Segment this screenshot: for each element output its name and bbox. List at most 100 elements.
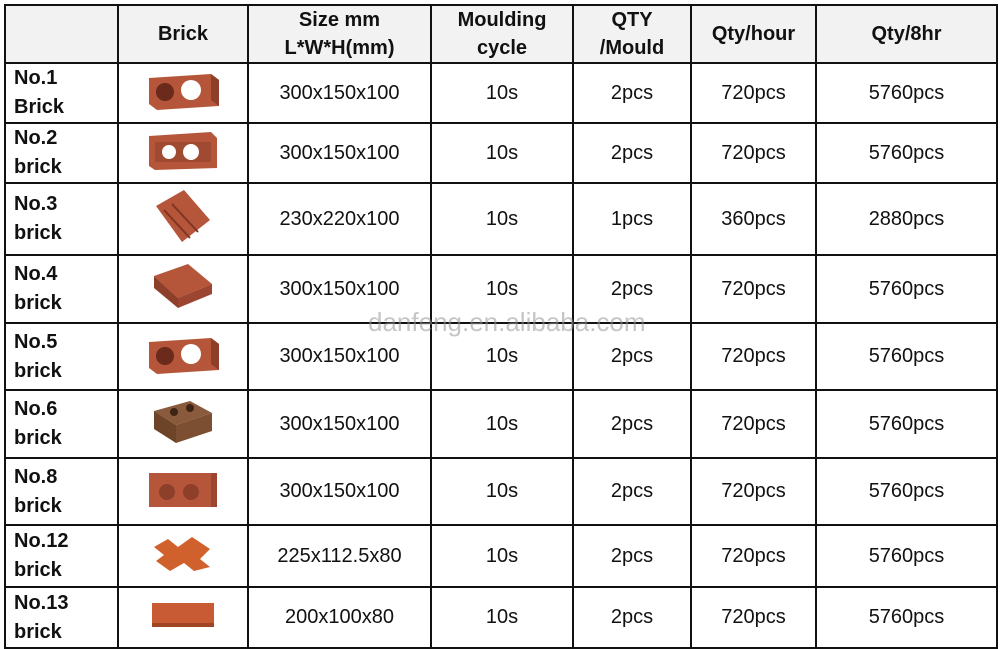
brick-name: No.6 brick	[4, 389, 119, 459]
qty-mould-cell: 2pcs	[572, 322, 692, 391]
cycle-cell: 10s	[430, 254, 574, 324]
qty-8hr-cell: 5760pcs	[815, 322, 998, 391]
header-brick: Brick	[117, 4, 249, 64]
qty-mould-cell: 2pcs	[572, 62, 692, 124]
size-cell: 300x150x100	[247, 322, 432, 391]
brick-name: No.2 brick	[4, 122, 119, 184]
qty-hour-cell: 720pcs	[690, 122, 817, 184]
table-row: No.3 brick 230x220x100 10s 1pcs 360pcs 2880pcs	[4, 182, 998, 256]
header-blank	[4, 4, 119, 64]
brick-word: brick	[14, 427, 62, 449]
size-cell: 300x150x100	[247, 389, 432, 459]
qty-8hr-cell: 5760pcs	[815, 62, 998, 124]
brick-name: No.3 brick	[4, 182, 119, 256]
brick-image-cell	[117, 524, 249, 588]
solid-paver-icon	[148, 597, 218, 639]
cycle-cell: 10s	[430, 457, 574, 526]
table-row: No.8 brick 300x150x100 10s 2pcs 720pcs 5760pcs	[4, 457, 998, 526]
interlocking-block-icon	[148, 393, 218, 455]
header-qty-line2: /Mould	[599, 37, 665, 59]
brick-number: No.5	[14, 330, 58, 353]
qty-hour-cell: 720pcs	[690, 62, 817, 124]
qty-8hr-cell: 5760pcs	[815, 389, 998, 459]
qty-8hr-cell: 5760pcs	[815, 254, 998, 324]
qty-hour-cell: 720pcs	[690, 586, 817, 649]
brick-number: No.6	[14, 398, 58, 420]
brick-image-cell	[117, 122, 249, 184]
brick-number: No.3	[14, 193, 58, 215]
qty-hour-cell: 720pcs	[690, 254, 817, 324]
size-cell: 300x150x100	[247, 457, 432, 526]
qty-hour-cell: 720pcs	[690, 524, 817, 588]
brick-image-cell	[117, 182, 249, 256]
brick-name: No.5 brick	[4, 322, 119, 391]
header-size-line1: Size mm	[298, 9, 381, 31]
brick-image-cell	[117, 457, 249, 526]
table-row: No.6 brick 300x150x100 10s 2pcs 720pcs 5760pcs	[4, 389, 998, 459]
qty-mould-cell: 2pcs	[572, 254, 692, 324]
brick-name: No.8 brick	[4, 457, 119, 526]
qty-mould-cell: 2pcs	[572, 524, 692, 588]
header-qty-mould: QTY/Mould	[572, 4, 692, 64]
table-row: No.12 brick 225x112.5x80 10s 2pcs 720pcs 5760p…	[4, 524, 998, 588]
table-row: No.2 brick 300x150x100 10s 2pcs 720pcs 5760pcs	[4, 122, 998, 184]
size-cell: 200x100x80	[247, 586, 432, 649]
brick-number: No.2	[14, 127, 58, 149]
brick-name: No.13 brick	[4, 586, 119, 649]
cycle-cell: 10s	[430, 586, 574, 649]
header-row: Brick Size mm L*W*H(mm) Moulding cycle QTY…	[4, 4, 998, 64]
brick-word: Brick	[14, 96, 65, 118]
cycle-cell: 10s	[430, 122, 574, 184]
brick-word: brick	[14, 222, 62, 244]
brick-image-cell	[117, 389, 249, 459]
size-cell: 300x150x100	[247, 122, 432, 184]
qty-mould-cell: 1pcs	[572, 182, 692, 256]
brick-word: brick	[14, 559, 62, 581]
header-cycle-line1: Moulding	[457, 9, 547, 31]
brick-name: No.4 brick	[4, 254, 119, 324]
brick-image-cell	[117, 254, 249, 324]
cycle-cell: 10s	[430, 62, 574, 124]
size-cell: 300x150x100	[247, 254, 432, 324]
table-row: No.1 Brick 300x150x100 10s 2pcs 720pcs 5760pcs	[4, 62, 998, 124]
qty-hour-cell: 360pcs	[690, 182, 817, 256]
qty-8hr-cell: 5760pcs	[815, 586, 998, 649]
brick-number: No.12	[14, 530, 69, 552]
cycle-cell: 10s	[430, 182, 574, 256]
header-size: Size mm L*W*H(mm)	[247, 4, 432, 64]
qty-mould-cell: 2pcs	[572, 457, 692, 526]
brick-number: No.4	[14, 263, 58, 285]
table-row: No.4 brick 300x150x100 10s 2pcs 720pcs 5760pcs	[4, 254, 998, 324]
qty-8hr-cell: 5760pcs	[815, 524, 998, 588]
brick-name: No.12 brick	[4, 524, 119, 588]
brick-number: No.13	[14, 591, 69, 614]
header-qty-line1: QTY	[611, 9, 653, 31]
qty-8hr-cell: 2880pcs	[815, 182, 998, 256]
size-cell: 225x112.5x80	[247, 524, 432, 588]
qty-mould-cell: 2pcs	[572, 389, 692, 459]
zigzag-paver-icon	[148, 531, 218, 581]
header-qty-hour: Qty/hour	[690, 4, 817, 64]
qty-mould-cell: 2pcs	[572, 586, 692, 649]
brick-word: brick	[14, 494, 62, 517]
qty-mould-cell: 2pcs	[572, 122, 692, 184]
size-cell: 300x150x100	[247, 62, 432, 124]
brick-name: No.1 Brick	[4, 62, 119, 124]
table-row: No.5 brick 300x150x100 10s 2pcs 720pcs 5760pcs	[4, 322, 998, 391]
cycle-cell: 10s	[430, 389, 574, 459]
brick-word: brick	[14, 620, 62, 643]
brick-number: No.1	[14, 67, 58, 89]
qty-hour-cell: 720pcs	[690, 389, 817, 459]
size-cell: 230x220x100	[247, 182, 432, 256]
header-cycle: Moulding cycle	[430, 4, 574, 64]
header-cycle-line2: cycle	[476, 37, 528, 59]
brick-image-cell	[117, 586, 249, 649]
qty-8hr-cell: 5760pcs	[815, 457, 998, 526]
interlock-stack-brick-icon	[148, 258, 218, 320]
two-hole-brick-icon	[145, 68, 221, 118]
brick-word: brick	[14, 292, 62, 314]
two-hole-channel-brick-icon	[145, 128, 221, 178]
header-size-line2: L*W*H(mm)	[284, 37, 395, 59]
brick-image-cell	[117, 322, 249, 391]
two-hole-brick-icon	[145, 332, 221, 382]
